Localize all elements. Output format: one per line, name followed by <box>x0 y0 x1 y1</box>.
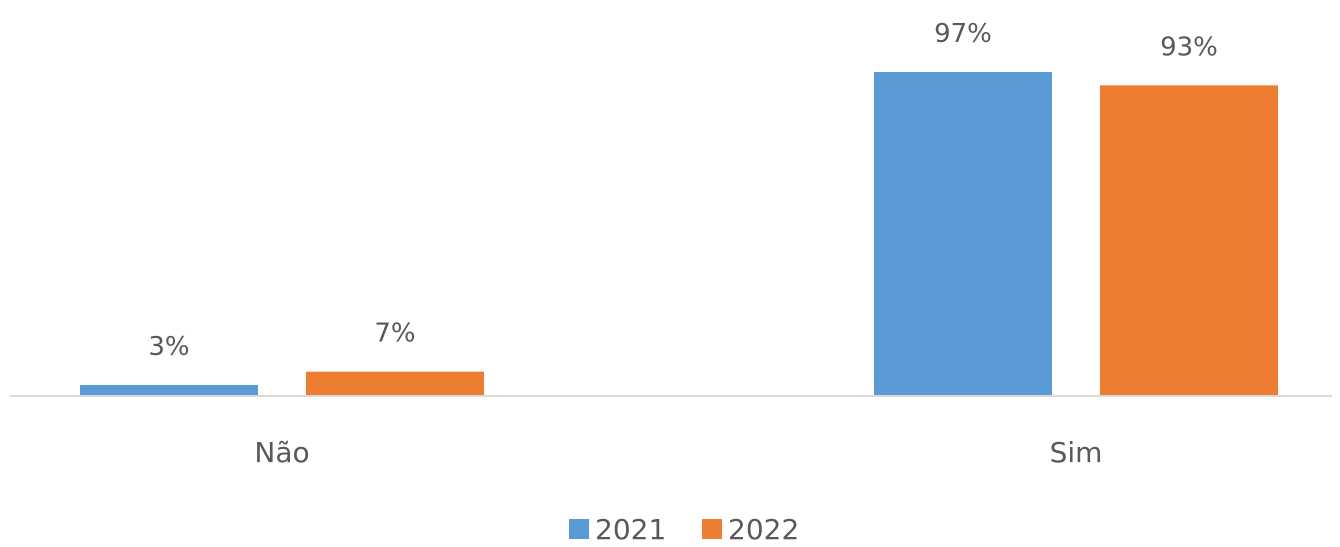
legend-label-2021: 2021 <box>595 513 666 543</box>
bar-2021-não <box>80 385 258 395</box>
legend-swatch-2021 <box>569 519 589 539</box>
data-label-2021-não: 3% <box>148 332 189 362</box>
bar-2022-não <box>306 371 484 395</box>
bars-layer <box>80 71 1278 396</box>
data-labels-layer: 3% 7% 97% 93% <box>148 19 1218 362</box>
bar-2021-sim <box>874 71 1052 396</box>
category-label-não: Não <box>254 436 309 469</box>
category-labels-layer: Não Sim <box>254 436 1102 469</box>
legend-label-2022: 2022 <box>728 513 799 543</box>
data-label-2021-sim: 97% <box>934 19 992 49</box>
legend: 2021 2022 <box>569 513 799 546</box>
data-label-2022-sim: 93% <box>1160 32 1218 62</box>
bar-2022-sim <box>1100 85 1278 395</box>
legend-swatch-2022 <box>702 519 722 539</box>
category-label-sim: Sim <box>1050 436 1103 469</box>
data-label-2022-não: 7% <box>374 319 415 349</box>
